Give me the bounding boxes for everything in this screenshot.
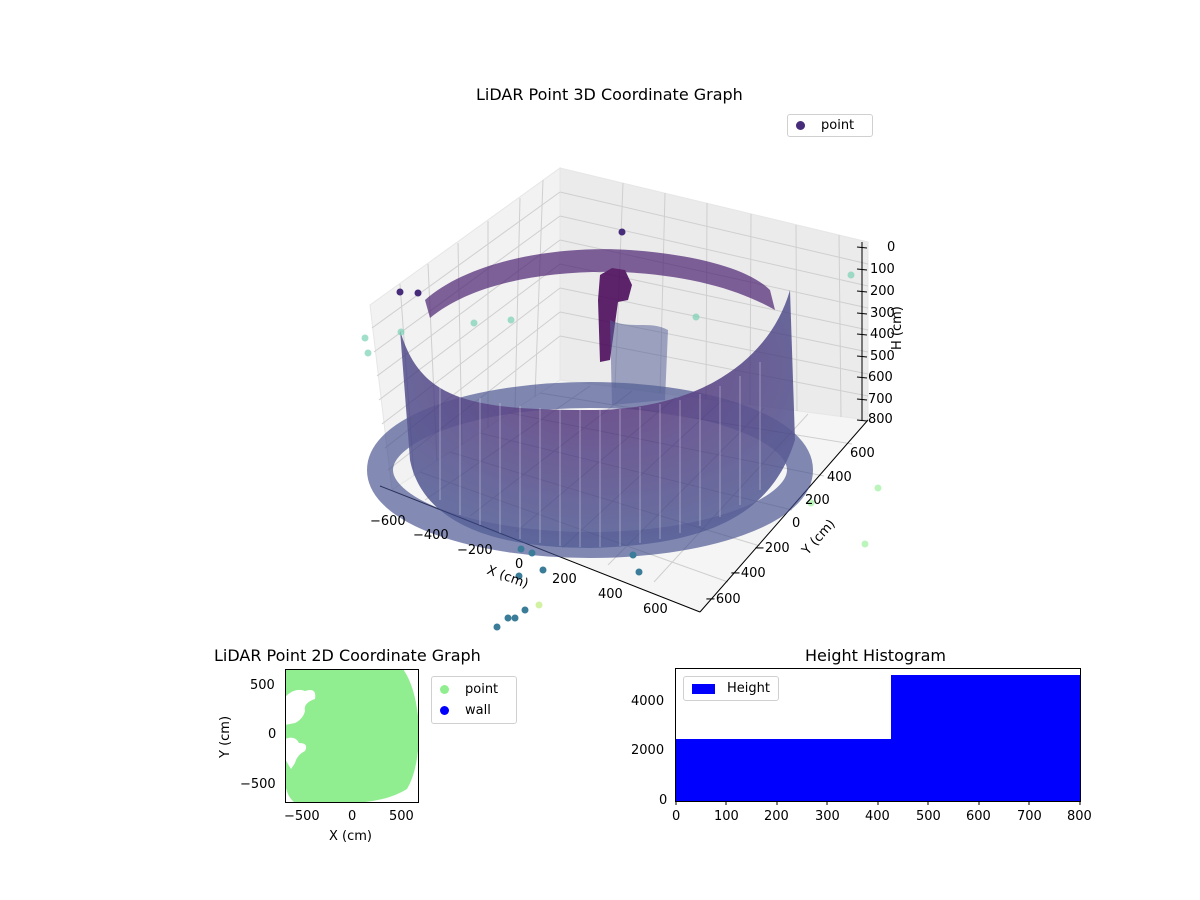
plot2d-legend: point wall: [431, 676, 517, 724]
x-tick: 400: [598, 587, 623, 602]
y-tick: 4000: [631, 694, 665, 709]
y-tick: 0: [268, 727, 277, 742]
point-cloud: [367, 249, 813, 558]
hist-bar: [891, 675, 1081, 802]
plot3d-title: LiDAR Point 3D Coordinate Graph: [476, 85, 743, 104]
x-tick: 700: [1017, 809, 1042, 824]
x-tick: 600: [966, 809, 991, 824]
legend-label: Height: [727, 681, 770, 696]
x-tick: 200: [552, 572, 577, 587]
y-tick: −600: [705, 592, 741, 607]
x-tick: 500: [389, 809, 414, 824]
z-tick: 600: [868, 370, 893, 385]
z-tick: 200: [870, 284, 895, 299]
x-tick: 800: [1067, 809, 1092, 824]
legend-label: wall: [465, 703, 491, 718]
point-marker-icon: [440, 685, 449, 694]
plot3d-legend: point: [787, 114, 873, 137]
legend-item-wall: wall: [432, 700, 516, 721]
y-tick: 600: [850, 446, 875, 461]
y-tick: 400: [827, 470, 852, 485]
x-tick: 100: [714, 809, 739, 824]
y-tick: 0: [792, 516, 801, 531]
y-tick: 2000: [631, 743, 665, 758]
y-tick: 500: [250, 678, 275, 693]
y-tick: 200: [805, 493, 830, 508]
x-tick: 200: [764, 809, 789, 824]
x-tick: 0: [348, 809, 357, 824]
plot2d-axes: [285, 669, 419, 803]
hist-axes: [675, 668, 1081, 804]
x-axis-label: X (cm): [329, 829, 372, 844]
y-tick: 0: [659, 793, 668, 808]
legend-item-point: point: [788, 115, 872, 136]
z-tick: 800: [868, 412, 893, 427]
x-tick: 600: [643, 602, 668, 617]
y-tick: −200: [754, 541, 790, 556]
bar-swatch-icon: [692, 683, 716, 694]
hist-legend: Height: [683, 676, 779, 701]
z-tick: 300: [870, 306, 895, 321]
x-tick: 400: [865, 809, 890, 824]
z-tick: 400: [870, 327, 895, 342]
x-tick: −200: [457, 543, 493, 558]
z-axis-label: H (cm): [890, 306, 905, 350]
point-marker-icon: [796, 121, 805, 130]
x-tick: 0: [515, 557, 524, 572]
point-cloud-2d: [286, 670, 418, 802]
x-tick: 300: [815, 809, 840, 824]
x-tick: −500: [284, 809, 320, 824]
legend-item-height: Height: [684, 678, 778, 699]
legend-label: point: [821, 118, 855, 133]
x-tick: −600: [370, 514, 406, 529]
legend-label: point: [465, 682, 499, 697]
plot2d-title: LiDAR Point 2D Coordinate Graph: [214, 646, 481, 665]
x-tick: 500: [916, 809, 941, 824]
wall-marker-icon: [440, 706, 449, 715]
hist-x-ticks-marks: [675, 801, 1081, 805]
z-tick: 700: [868, 392, 893, 407]
y-axis-label: Y (cm): [218, 715, 233, 758]
z-tick: 100: [870, 262, 895, 277]
z-tick: 0: [887, 240, 896, 255]
hist-title: Height Histogram: [805, 646, 946, 665]
y-tick: −500: [240, 777, 276, 792]
outlier-points: [361, 228, 882, 631]
z-tick: 500: [870, 349, 895, 364]
hist-bar: [676, 739, 891, 802]
y-tick: −400: [730, 566, 766, 581]
legend-item-point: point: [432, 679, 516, 700]
x-tick: 0: [672, 809, 681, 824]
y-axis-line: [699, 419, 869, 613]
x-tick: −400: [413, 528, 449, 543]
plot3d-axes: [361, 167, 882, 631]
